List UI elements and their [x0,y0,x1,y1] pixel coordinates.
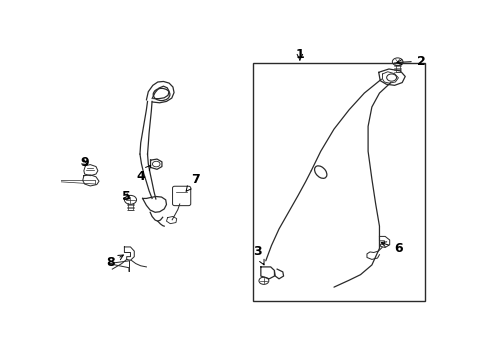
Text: 4: 4 [136,165,150,183]
Text: 3: 3 [253,245,264,265]
Text: 1: 1 [295,48,304,61]
Text: 2: 2 [396,55,425,68]
Text: 5: 5 [122,190,130,203]
Text: 9: 9 [80,157,89,170]
Text: 7: 7 [186,173,200,191]
Bar [252,63,424,301]
Text: 8: 8 [106,255,123,269]
Text: 6: 6 [381,242,402,255]
